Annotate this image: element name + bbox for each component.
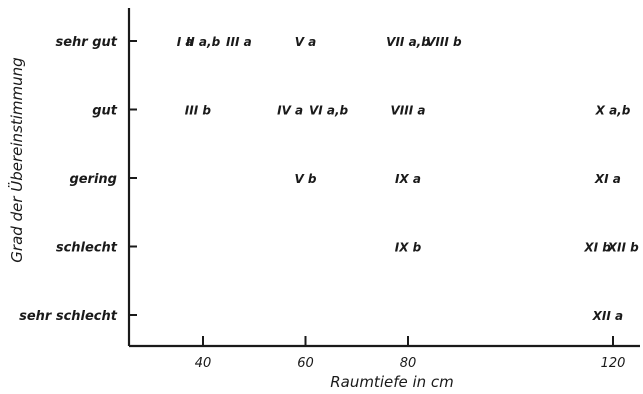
- x-ticks: 40 60 80 120: [195, 336, 626, 371]
- x-tick-label: 40: [195, 356, 212, 371]
- data-point-label: III a: [226, 35, 252, 49]
- data-point-label: VIII a: [391, 104, 426, 118]
- data-point-label: III b: [185, 104, 212, 118]
- x-tick-label: 120: [601, 356, 626, 371]
- data-point-label: XII b: [607, 241, 639, 255]
- x-tick-label: 80: [400, 356, 417, 371]
- data-point-label: VIII b: [426, 35, 462, 49]
- x-tick-label: 60: [297, 356, 314, 371]
- data-point-label: XII a: [592, 309, 623, 323]
- data-point-label: IX b: [395, 241, 422, 255]
- data-point-label: VII a,b: [386, 35, 430, 49]
- data-point-label: IV a: [277, 104, 303, 118]
- y-tick-label: gering: [69, 172, 117, 187]
- y-ticks: sehr gut gut gering schlecht sehr schlecht: [19, 35, 137, 324]
- x-axis-title: Raumtiefe in cm: [330, 373, 454, 391]
- data-point-label: X a,b: [595, 104, 631, 118]
- y-tick-label: schlecht: [56, 241, 118, 256]
- data-point-label: IX a: [395, 172, 421, 186]
- y-axis-title: Grad der Übereinstimmung: [7, 57, 26, 262]
- data-point-label: V b: [294, 172, 316, 186]
- y-tick-label: sehr gut: [55, 35, 117, 50]
- data-point-label: I a: [177, 35, 194, 49]
- data-point-label: II a,b: [186, 35, 221, 49]
- data-point-label: V a: [295, 35, 317, 49]
- y-tick-label: sehr schlecht: [19, 309, 118, 324]
- data-point-label: XI b: [583, 241, 611, 255]
- data-point-label: VI a,b: [309, 104, 349, 118]
- y-tick-label: gut: [92, 104, 118, 119]
- data-point-label: XI a: [594, 172, 621, 186]
